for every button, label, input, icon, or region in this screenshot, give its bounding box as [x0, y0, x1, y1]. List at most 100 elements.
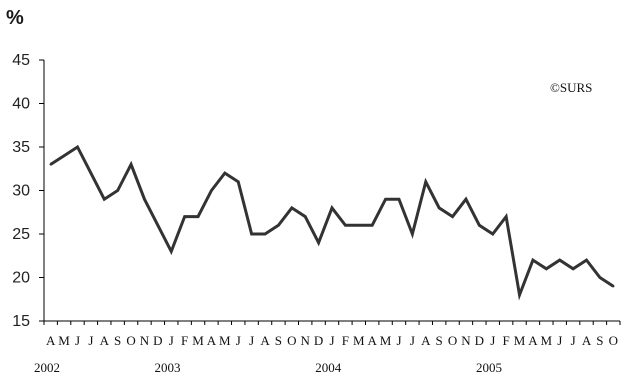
data-point [317, 241, 320, 244]
x-tick-label: J [236, 333, 241, 348]
data-point [411, 232, 414, 236]
x-tick-label: A [528, 333, 538, 348]
x-tick-label: S [275, 333, 282, 348]
x-tick-label: S [596, 333, 603, 348]
x-tick-label: M [353, 333, 365, 348]
unit-label: % [6, 7, 24, 29]
x-tick-label: A [367, 333, 377, 348]
data-point [250, 232, 253, 236]
x-tick-label: S [114, 333, 121, 348]
data-point [598, 276, 602, 279]
x-tick-label: M [380, 333, 392, 348]
x-tick-label: A [260, 333, 270, 348]
data-point [451, 215, 454, 218]
copyright-credit: ©SURS [550, 80, 592, 95]
data-point [196, 215, 200, 218]
data-point [116, 189, 119, 192]
x-tick-label: N [140, 333, 150, 348]
y-tick-label: 35 [12, 139, 30, 156]
data-point [304, 215, 307, 218]
x-tick-label: M [192, 333, 204, 348]
data-point [237, 180, 240, 183]
y-axis-ticks: 15 20 25 30 35 40 45 [12, 52, 44, 330]
x-tick-label: J [557, 333, 562, 348]
x-tick-label: O [448, 333, 457, 348]
data-point [612, 285, 615, 288]
x-tick-label: J [88, 333, 93, 348]
x-tick-label: A [100, 333, 110, 348]
data-point [277, 224, 280, 227]
y-tick-label: 25 [12, 226, 30, 243]
data-point [384, 198, 387, 201]
series-group [49, 144, 615, 301]
year-label: 2003 [155, 360, 181, 375]
x-tick-label: N [461, 333, 471, 348]
x-tick-label: A [46, 333, 56, 348]
data-point [76, 145, 79, 149]
x-tick-label: J [410, 333, 415, 348]
x-tick-label: D [153, 333, 162, 348]
data-point [558, 258, 561, 262]
data-point [437, 206, 441, 210]
data-point [357, 224, 360, 227]
x-tick-label: O [126, 333, 135, 348]
data-point [183, 215, 186, 218]
data-point [571, 267, 575, 270]
x-tick-label: J [169, 333, 174, 348]
data-point [223, 171, 227, 175]
x-tick-label: J [249, 333, 254, 348]
x-tick-label: M [219, 333, 231, 348]
data-point [129, 163, 133, 166]
axes [43, 60, 620, 322]
year-label: 2004 [315, 360, 342, 375]
x-tick-label: F [503, 333, 510, 348]
series-line [49, 144, 615, 301]
data-point [585, 258, 588, 262]
x-tick-label: O [287, 333, 296, 348]
data-point [478, 224, 481, 227]
data-point [491, 232, 494, 236]
year-labels: 2002 2003 2004 2005 [34, 360, 502, 375]
y-tick-label: 30 [12, 183, 30, 200]
y-tick-label: 40 [12, 96, 30, 113]
x-tick-label: J [329, 333, 334, 348]
x-tick-label: A [421, 333, 431, 348]
data-point [263, 232, 267, 236]
x-tick-label: D [475, 333, 484, 348]
data-point [545, 267, 548, 270]
y-tick-label: 15 [12, 313, 30, 330]
data-point [156, 224, 160, 227]
data-point [518, 293, 521, 297]
data-point [464, 198, 468, 201]
data-point [397, 198, 401, 201]
data-point [210, 189, 213, 192]
x-tick-label: F [342, 333, 349, 348]
x-tick-label: A [207, 333, 217, 348]
data-point [62, 154, 66, 157]
year-label: 2005 [476, 360, 502, 375]
data-point [49, 163, 52, 166]
x-tick-label: M [58, 333, 70, 348]
data-point [330, 206, 334, 210]
data-point [504, 215, 508, 218]
data-point [290, 206, 294, 210]
x-tick-label: N [301, 333, 311, 348]
data-point [370, 224, 374, 227]
x-tick-label: O [609, 333, 618, 348]
data-point [531, 258, 535, 262]
x-tick-label: A [582, 333, 592, 348]
x-tick-label: F [181, 333, 188, 348]
y-tick-label: 45 [12, 52, 30, 69]
y-tick-label: 20 [12, 270, 30, 287]
data-point [89, 171, 93, 175]
x-tick-label: J [396, 333, 401, 348]
data-point [143, 198, 146, 201]
x-tick-label: M [541, 333, 553, 348]
x-tick-label: D [314, 333, 323, 348]
x-tick-label: J [75, 333, 80, 348]
x-tick-label: M [514, 333, 526, 348]
data-point [103, 198, 106, 201]
year-label: 2002 [34, 360, 60, 375]
